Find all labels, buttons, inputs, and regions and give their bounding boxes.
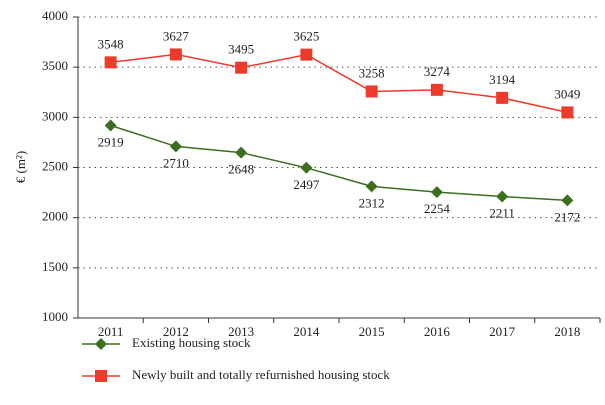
data-point <box>169 48 182 61</box>
series-line <box>110 124 568 202</box>
y-tick-label: 4000 <box>42 8 68 23</box>
x-tick-label: 2012 <box>163 324 189 339</box>
data-point <box>365 85 378 98</box>
data-label: 2312 <box>359 195 385 210</box>
data-point <box>104 56 117 69</box>
data-point <box>561 106 574 119</box>
data-point <box>430 83 443 96</box>
data-label: 3625 <box>293 29 319 44</box>
data-label: 3194 <box>489 72 516 87</box>
legend-marker <box>95 370 107 382</box>
data-point <box>235 146 248 159</box>
x-tick-label: 2017 <box>489 324 516 339</box>
legend-label: Newly built and totally refurnished hous… <box>132 367 390 382</box>
data-label: 3627 <box>163 28 190 43</box>
legend-marker <box>95 338 107 350</box>
data-label: 3495 <box>228 42 254 57</box>
x-tick-label: 2015 <box>359 324 385 339</box>
data-point <box>430 186 443 199</box>
data-point <box>104 119 117 132</box>
data-label: 2919 <box>98 134 124 149</box>
data-label: 2254 <box>424 201 451 216</box>
data-label: 3274 <box>424 64 451 79</box>
data-point <box>300 48 313 61</box>
data-label: 2211 <box>489 205 515 220</box>
data-point <box>235 61 248 74</box>
data-point <box>496 190 509 203</box>
x-tick-label: 2011 <box>98 324 124 339</box>
data-label: 3548 <box>98 36 124 51</box>
x-tick-label: 2013 <box>228 324 254 339</box>
data-label: 3258 <box>359 65 385 80</box>
data-label: 2497 <box>293 177 320 192</box>
x-tick-label: 2014 <box>293 324 320 339</box>
x-tick-label: 2018 <box>554 324 580 339</box>
data-point <box>496 91 509 104</box>
data-point <box>300 161 313 174</box>
y-tick-label: 2500 <box>42 158 68 173</box>
y-tick-label: 2000 <box>42 209 68 224</box>
series-line <box>110 53 568 114</box>
y-tick-label: 1000 <box>42 309 68 324</box>
data-label: 2648 <box>228 162 254 177</box>
x-tick-label: 2016 <box>424 324 451 339</box>
y-axis-title: € (m²) <box>13 151 28 183</box>
data-label: 3049 <box>554 86 580 101</box>
y-tick-label: 1500 <box>42 259 68 274</box>
y-tick-label: 3500 <box>42 58 68 73</box>
data-label: 2172 <box>554 209 580 224</box>
data-point <box>561 194 574 207</box>
data-label: 2710 <box>163 155 189 170</box>
legend-label: Existing housing stock <box>132 335 251 350</box>
y-tick-label: 3000 <box>42 108 68 123</box>
data-point <box>169 140 182 153</box>
data-point <box>365 180 378 193</box>
